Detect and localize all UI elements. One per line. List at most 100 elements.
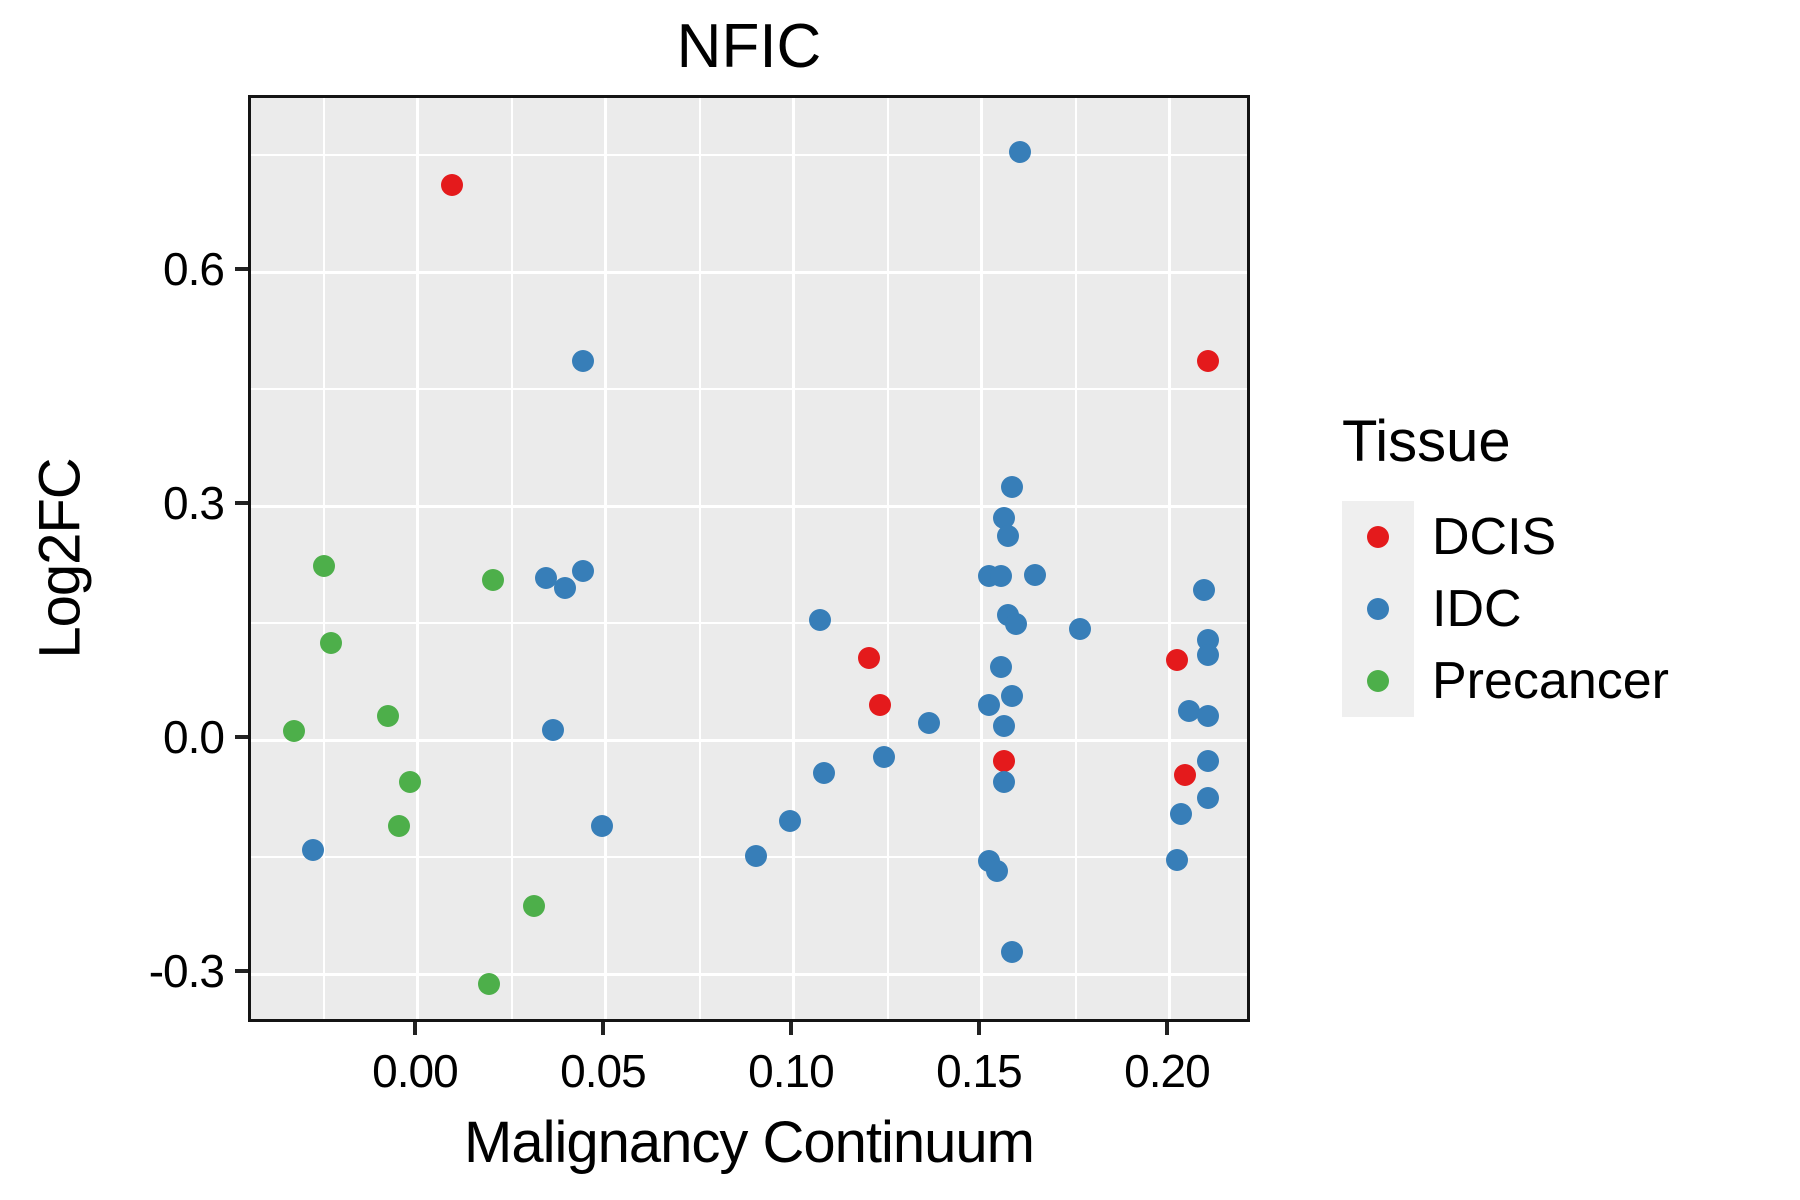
data-point-dcis: [869, 694, 892, 717]
y-minor-gridline: [251, 622, 1247, 624]
x-tick-label: 0.10: [748, 1045, 835, 1097]
legend-item-idc: IDC: [1342, 573, 1792, 645]
data-point-idc: [873, 745, 896, 768]
x-tick-mark: [1164, 1022, 1169, 1035]
data-point-idc: [572, 349, 595, 372]
x-major-gridline: [416, 98, 420, 1019]
y-tick-mark: [235, 969, 248, 974]
legend-title: Tissue: [1342, 409, 1511, 474]
data-point-idc: [1177, 699, 1200, 722]
data-point-idc: [1008, 140, 1031, 163]
data-point-idc: [989, 655, 1012, 678]
data-point-idc: [553, 577, 576, 600]
data-point-idc: [813, 761, 835, 784]
chart-title: NFIC: [676, 11, 822, 81]
legend: Tissue DCIS IDC Precancer: [1342, 408, 1792, 717]
x-tick-mark: [788, 1022, 793, 1035]
x-tick-mark: [600, 1022, 605, 1035]
y-tick-mark: [235, 267, 248, 271]
y-tick-label: -0.3: [148, 945, 225, 998]
data-point-idc: [1068, 618, 1091, 641]
y-major-gridline: [251, 270, 1247, 274]
x-tick-label: 0.00: [372, 1045, 459, 1097]
y-axis-title-text: Log2FC: [27, 458, 93, 659]
data-point-dcis: [858, 647, 881, 670]
data-point-idc: [779, 809, 802, 832]
y-minor-gridline: [251, 154, 1247, 156]
legend-item-label: Precancer: [1432, 652, 1669, 710]
legend-item-label: DCIS: [1432, 508, 1557, 566]
data-point-idc: [1000, 476, 1023, 499]
x-tick-mark: [412, 1022, 417, 1035]
x-minor-gridline: [511, 98, 513, 1019]
data-point-idc: [1023, 563, 1046, 586]
data-point-idc: [1000, 940, 1023, 963]
y-tick-label: 0.0: [163, 711, 225, 764]
data-point-idc: [1196, 644, 1219, 667]
x-major-gridline: [980, 98, 984, 1019]
y-tick-mark: [235, 501, 248, 506]
data-point-dcis: [440, 174, 463, 197]
x-minor-gridline: [1075, 98, 1077, 1019]
data-point-precancer: [388, 815, 411, 838]
data-point-idc: [542, 719, 565, 742]
data-point-idc: [572, 559, 595, 582]
data-point-idc: [301, 839, 324, 862]
data-point-idc: [1000, 685, 1023, 708]
x-tick-label: 0.05: [560, 1045, 647, 1097]
y-major-gridline: [251, 504, 1247, 508]
x-tick-label: 0.15: [936, 1045, 1023, 1097]
legend-item-label: IDC: [1432, 580, 1522, 638]
data-point-precancer: [312, 555, 335, 578]
legend-item-dcis: DCIS: [1342, 501, 1792, 573]
data-point-idc: [809, 609, 832, 632]
x-minor-gridline: [699, 98, 701, 1019]
data-point-idc: [918, 712, 941, 735]
data-point-precancer: [320, 632, 343, 655]
data-point-dcis: [1166, 648, 1189, 671]
legend-dot-icon: [1367, 526, 1389, 548]
data-point-precancer: [399, 770, 422, 793]
data-point-dcis: [1173, 764, 1196, 787]
legend-key-swatch: [1342, 573, 1414, 645]
legend-dot-icon: [1367, 598, 1389, 620]
legend-dot-icon: [1367, 670, 1389, 692]
data-point-idc: [1196, 750, 1219, 773]
data-point-idc: [745, 845, 768, 868]
y-tick-mark: [235, 735, 248, 740]
y-tick-label: 0.6: [163, 243, 225, 295]
data-point-idc: [1192, 578, 1215, 601]
y-major-gridline: [251, 972, 1247, 976]
legend-key-swatch: [1342, 645, 1414, 717]
x-minor-gridline: [887, 98, 889, 1019]
legend-key-swatch: [1342, 501, 1414, 573]
data-point-idc: [993, 715, 1016, 738]
x-tick-mark: [976, 1022, 981, 1035]
data-point-idc: [985, 860, 1008, 883]
x-major-gridline: [604, 98, 608, 1019]
x-tick-label: 0.20: [1124, 1045, 1211, 1097]
data-point-idc: [993, 770, 1016, 793]
y-minor-gridline: [251, 388, 1247, 390]
plot-panel: [248, 95, 1250, 1022]
data-point-dcis: [993, 750, 1016, 773]
y-major-gridline: [251, 738, 1247, 742]
data-point-precancer: [523, 894, 546, 917]
data-point-precancer: [482, 569, 505, 592]
data-point-idc: [978, 694, 1001, 717]
data-point-idc: [1196, 705, 1219, 727]
y-axis-title: Log2FC: [8, 95, 112, 1022]
data-point-precancer: [282, 719, 305, 742]
data-point-idc: [997, 524, 1020, 547]
data-point-idc: [1166, 849, 1189, 872]
data-point-idc: [1170, 802, 1193, 825]
data-point-idc: [989, 565, 1012, 588]
data-point-precancer: [478, 972, 501, 995]
data-point-idc: [993, 506, 1016, 529]
y-tick-label: 0.3: [163, 477, 225, 530]
legend-item-precancer: Precancer: [1342, 645, 1792, 717]
data-point-idc: [1196, 786, 1219, 809]
legend-items: DCIS IDC Precancer: [1342, 501, 1792, 717]
data-point-idc: [591, 815, 614, 838]
